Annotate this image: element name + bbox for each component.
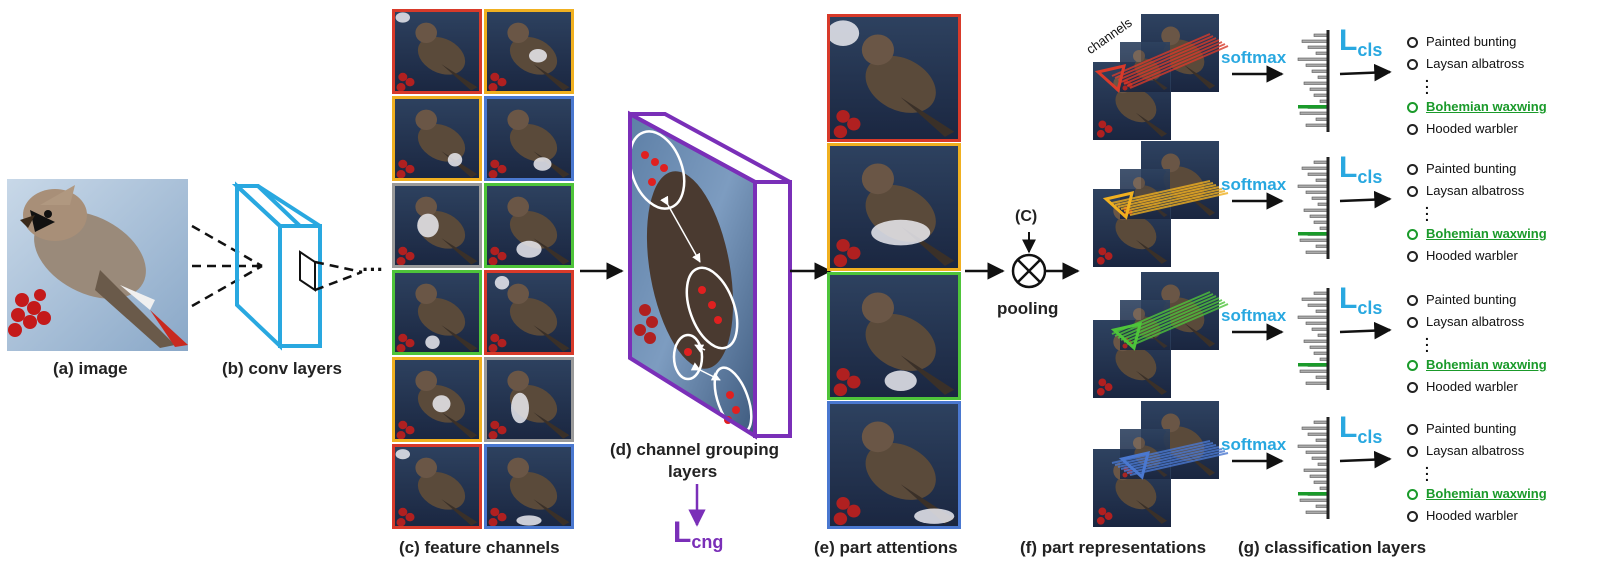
loss-cls-3: Lcls <box>1339 282 1383 318</box>
label-concat: (C) <box>1015 208 1038 225</box>
class-item: Laysan albatross <box>1407 183 1524 198</box>
feature-channel-5 <box>392 183 482 268</box>
input-image <box>7 179 188 351</box>
class-item: Painted bunting <box>1407 292 1516 307</box>
part-attention-1 <box>827 14 961 142</box>
softmax-label-2: softmax <box>1221 175 1287 194</box>
feature-channel-9 <box>392 357 482 442</box>
class-item: Hooded warbler <box>1407 121 1518 136</box>
label-pooling: pooling <box>997 299 1059 318</box>
class-item: Laysan albatross <box>1407 443 1524 458</box>
softmax-label-1: softmax <box>1221 48 1287 67</box>
representation-row-2 <box>1093 141 1392 267</box>
label-feature-channels: (c) feature channels <box>399 538 560 557</box>
loss-cls-1: Lcls <box>1339 24 1383 60</box>
rowan-berries <box>8 289 51 337</box>
channel-grouping-frame <box>628 110 792 440</box>
class-item: Bohemian waxwing <box>1407 357 1547 372</box>
representation-row-4 <box>1093 401 1392 527</box>
vertical-ellipsis: ... <box>1425 196 1429 224</box>
vertical-ellipsis: ... <box>1425 69 1429 97</box>
feature-channels-grid <box>392 9 574 529</box>
label-channel-grouping: (d) channel grouping <box>610 440 780 459</box>
probability-bars-1 <box>1297 30 1330 132</box>
label-channel-grouping-2: layers <box>668 462 718 481</box>
feature-channel-8 <box>484 270 574 355</box>
feature-channel-2 <box>484 9 574 94</box>
vertical-ellipsis: ... <box>1425 456 1429 484</box>
class-item: Hooded warbler <box>1407 508 1518 523</box>
representation-row-1 <box>1093 14 1392 140</box>
class-item: Laysan albatross <box>1407 56 1524 71</box>
class-item: Painted bunting <box>1407 34 1516 49</box>
class-item: Hooded warbler <box>1407 379 1518 394</box>
feature-channel-7 <box>392 270 482 355</box>
class-item: Bohemian waxwing <box>1407 486 1547 501</box>
label-image: (a) image <box>53 359 128 378</box>
part-attention-3 <box>827 272 961 400</box>
conv-layers-box <box>231 181 322 351</box>
label-part-representations: (f) part representations <box>1020 538 1207 557</box>
vertical-ellipsis: ... <box>1425 327 1429 355</box>
conv-output-lines <box>314 260 363 292</box>
probability-bars-2 <box>1297 157 1330 259</box>
part-attention-2 <box>827 143 961 271</box>
channel-grouping-block <box>628 114 755 436</box>
class-item: Bohemian waxwing <box>1407 226 1547 241</box>
probability-bars-3 <box>1297 288 1330 390</box>
feature-channel-6 <box>484 183 574 268</box>
class-item: Laysan albatross <box>1407 314 1524 329</box>
feature-channel-11 <box>392 444 482 529</box>
class-item: Bohemian waxwing <box>1407 99 1547 114</box>
pooling-operator <box>1011 253 1047 289</box>
loss-cls-4: Lcls <box>1339 411 1383 447</box>
probability-bars-4 <box>1297 417 1330 519</box>
class-item: Painted bunting <box>1407 161 1516 176</box>
loss-cls-2: Lcls <box>1339 151 1383 187</box>
part-attentions-stack <box>827 14 961 529</box>
feature-channel-1 <box>392 9 482 94</box>
ellipsis-dots: ··· <box>362 257 384 282</box>
softmax-label-3: softmax <box>1221 306 1287 325</box>
class-item: Hooded warbler <box>1407 248 1518 263</box>
conv-kernel <box>299 250 316 292</box>
softmax-label-4: softmax <box>1221 435 1287 454</box>
label-part-attentions: (e) part attentions <box>814 538 958 557</box>
loss-cng: Lcng <box>673 516 724 552</box>
representation-row-3 <box>1093 272 1392 398</box>
part-attention-4 <box>827 401 961 529</box>
feature-channel-10 <box>484 357 574 442</box>
feature-channel-12 <box>484 444 574 529</box>
feature-channel-3 <box>392 96 482 181</box>
label-classification-layers: (g) classification layers <box>1238 538 1427 557</box>
receptive-field-lines <box>191 224 263 308</box>
part-representation-rows <box>1093 14 1392 527</box>
class-item: Painted bunting <box>1407 421 1516 436</box>
label-conv-layers: (b) conv layers <box>222 359 342 378</box>
feature-channel-4 <box>484 96 574 181</box>
